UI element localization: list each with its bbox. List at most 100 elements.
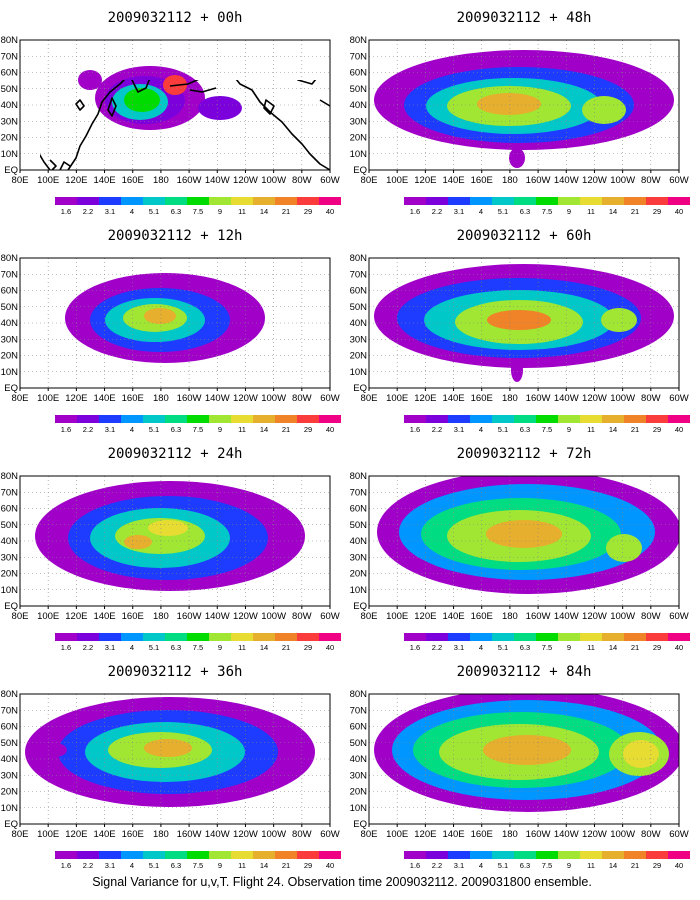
colorbar-label: 7.5 (193, 207, 203, 216)
colorbar-swatch (602, 415, 624, 423)
colorbar-label: 6.3 (520, 207, 530, 216)
x-tick-label: 100W (610, 393, 635, 404)
colorbar-label: 14 (609, 861, 617, 870)
colorbar-label: 5.1 (498, 643, 508, 652)
x-tick-label: 60W (669, 611, 689, 622)
y-tick-label: 10N (350, 803, 368, 814)
colorbar-swatch (536, 633, 558, 641)
colorbar-swatch (319, 851, 341, 859)
colorbar-label: 6.3 (171, 207, 181, 216)
colorbar-label: 29 (304, 861, 312, 870)
colorbar-label: 1.6 (61, 861, 71, 870)
colorbar-swatch (492, 633, 514, 641)
figure-caption: Signal Variance for u,v,T. Flight 24. Ob… (92, 875, 592, 889)
x-tick-label: 80E (361, 829, 378, 840)
x-tick-label: 120W (582, 611, 607, 622)
panel-title: 2009032112 + 60h (457, 228, 592, 244)
colorbar-label: 40 (326, 643, 334, 652)
x-tick-label: 140W (205, 611, 230, 622)
colorbar-swatch (99, 633, 121, 641)
x-tick-label: 60W (669, 393, 689, 404)
shaded-field (65, 273, 265, 363)
y-tick-label: 80N (350, 689, 368, 700)
map-panel: 2009032112 + 36h 80E 100E 120E 140E 160E 180 16… (1, 664, 341, 870)
panel-title: 2009032112 + 72h (457, 446, 592, 462)
colorbar-label: 9 (567, 207, 571, 216)
y-tick-label: 60N (1, 286, 19, 297)
x-tick-label: 80W (641, 175, 661, 186)
colorbar-swatch (624, 197, 646, 205)
colorbar-label: 7.5 (542, 425, 552, 434)
shaded-field (374, 694, 679, 812)
y-tick-label: 80N (350, 253, 368, 264)
map-grid (20, 476, 330, 606)
colorbar-label: 3.1 (105, 861, 115, 870)
x-tick-label: 120E (414, 175, 436, 186)
y-tick-label: 80N (1, 253, 19, 264)
x-tick-label: 80E (361, 393, 378, 404)
x-tick-label: 120E (65, 611, 87, 622)
colorbar-swatch (624, 415, 646, 423)
x-tick-label: 80E (12, 175, 29, 186)
map-grid (369, 476, 679, 606)
x-tick-label: 120W (582, 175, 607, 186)
map-frame (19, 257, 331, 389)
x-tick-label: 180 (502, 175, 518, 186)
y-tick-label: 30N (1, 116, 19, 127)
y-tick-label: 20N (350, 787, 368, 798)
shaded-field (25, 697, 315, 807)
colorbar-swatch (470, 851, 492, 859)
colorbar-swatch (426, 197, 448, 205)
x-tick-label: 160E (122, 829, 144, 840)
colorbar-label: 14 (260, 207, 268, 216)
y-tick-label: 80N (1, 689, 19, 700)
colorbar-label: 14 (260, 861, 268, 870)
x-tick-label: 80E (12, 829, 29, 840)
colorbar-swatch (77, 197, 99, 205)
x-tick-label: 180 (502, 393, 518, 404)
x-tick-label: 80E (12, 393, 29, 404)
colorbar-swatch (602, 197, 624, 205)
colorbar-swatch (514, 851, 536, 859)
y-tick-label: 40N (1, 754, 19, 765)
y-tick-label: 70N (1, 487, 19, 498)
colorbar-swatch (602, 851, 624, 859)
colorbar-swatch (558, 197, 580, 205)
x-tick-label: 100E (386, 611, 408, 622)
colorbar-swatch (668, 197, 690, 205)
x-tick-label: 120W (233, 611, 258, 622)
shaded-field (374, 50, 674, 168)
map-frame (368, 693, 680, 825)
colorbar-label: 29 (653, 207, 661, 216)
map-frame (368, 39, 680, 171)
colorbar-label: 1.6 (410, 861, 420, 870)
colorbar-swatch (448, 851, 470, 859)
colorbar-label: 9 (218, 425, 222, 434)
x-tick-label: 120E (414, 611, 436, 622)
x-tick-label: 60W (320, 393, 340, 404)
x-tick-label: 80W (292, 393, 312, 404)
colorbar-swatch (187, 851, 209, 859)
x-tick-label: 140E (442, 611, 464, 622)
variance-contour (477, 93, 541, 115)
colorbar-label: 1.6 (61, 643, 71, 652)
x-tick-label: 160W (526, 175, 551, 186)
x-tick-label: 180 (153, 175, 169, 186)
y-tick-label: 70N (350, 51, 368, 62)
shaded-field (78, 66, 242, 130)
x-tick-label: 100W (261, 829, 286, 840)
x-tick-label: 140E (93, 393, 115, 404)
colorbar-label: 21 (631, 643, 639, 652)
colorbar-swatch (514, 415, 536, 423)
colorbar-label: 11 (238, 861, 246, 870)
x-tick-label: 140E (93, 611, 115, 622)
colorbar-label: 40 (326, 425, 334, 434)
colorbar-swatch (558, 851, 580, 859)
y-tick-label: 30N (350, 552, 368, 563)
colorbar-label: 40 (675, 643, 683, 652)
colorbar-swatch (77, 851, 99, 859)
colorbar-label: 9 (567, 861, 571, 870)
colorbar-swatch (121, 415, 143, 423)
y-tick-label: 40N (350, 318, 368, 329)
colorbar-label: 14 (609, 425, 617, 434)
